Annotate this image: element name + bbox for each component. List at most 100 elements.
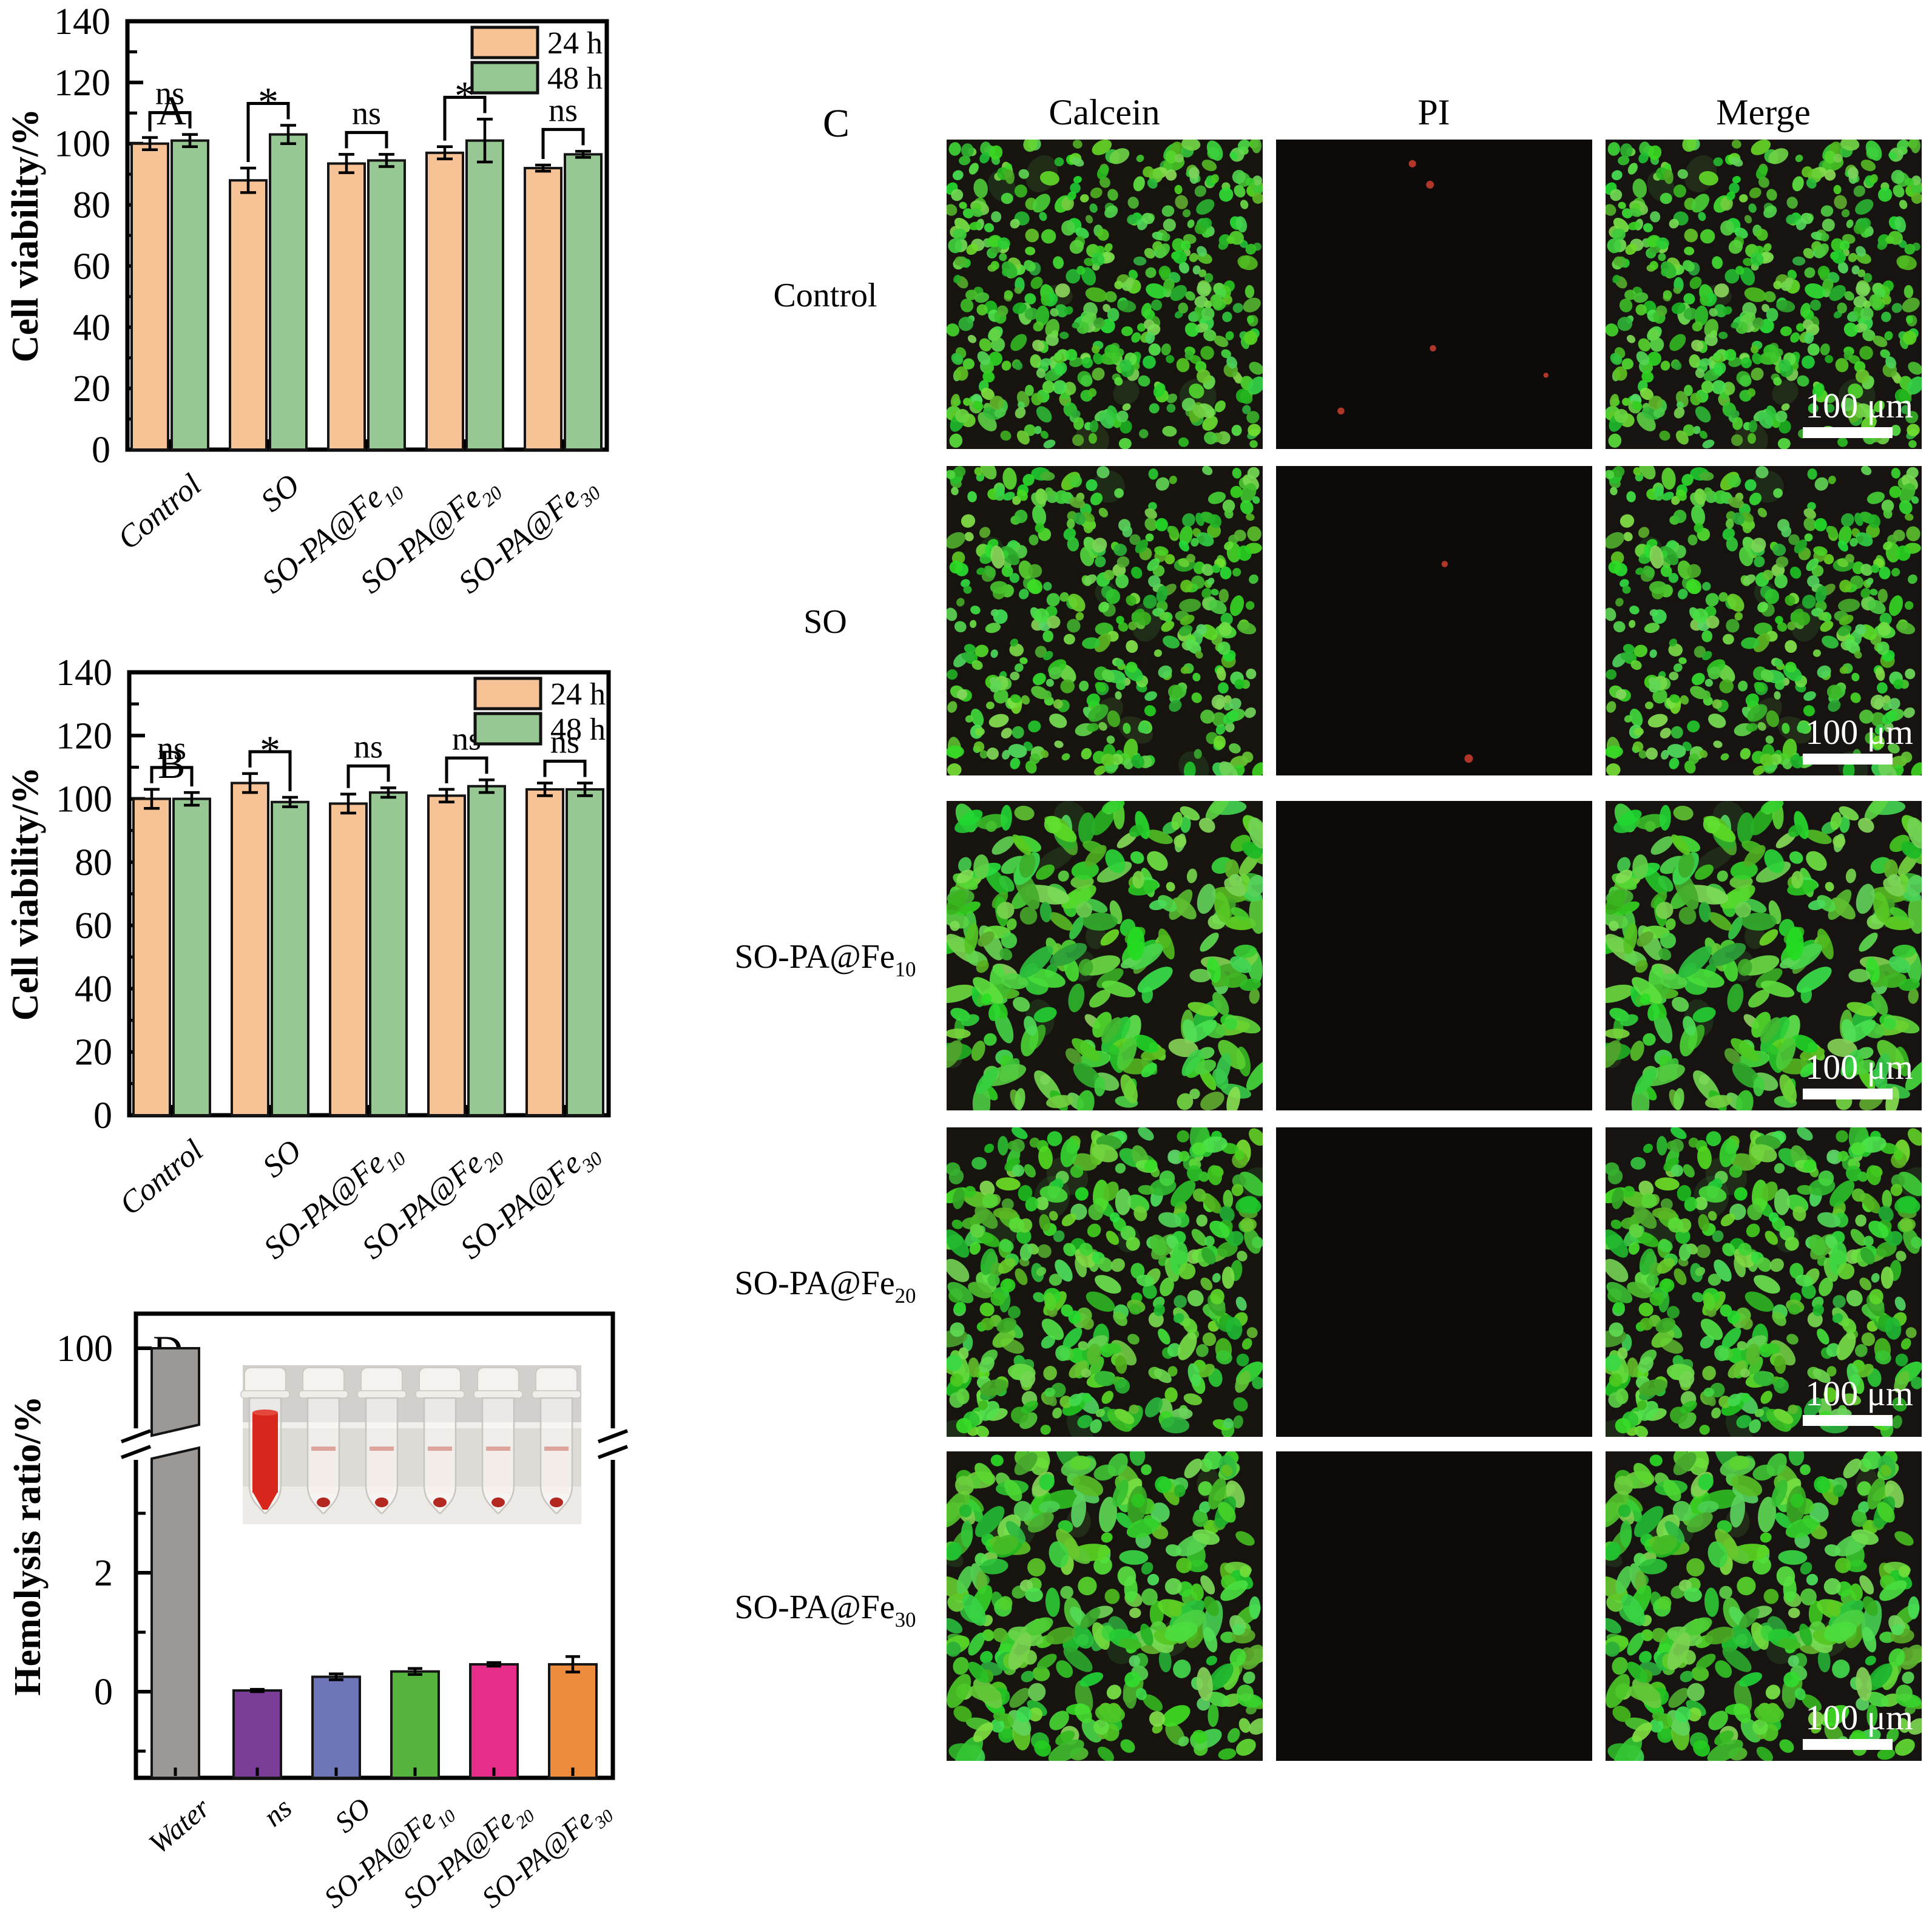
tube-0 (240, 1367, 290, 1514)
row-label-so: SO (803, 603, 847, 641)
micrograph-background (1276, 1451, 1592, 1761)
significance-label: ns (550, 724, 579, 760)
tube-liquid (486, 1449, 510, 1494)
y-tick-label: 100 (54, 124, 110, 165)
micrograph-background (1276, 466, 1592, 775)
tube-2 (357, 1367, 407, 1514)
tube-pellet (550, 1498, 563, 1507)
y-axis-label: Cell viability/% (5, 767, 46, 1021)
y-tick-label: 40 (75, 968, 112, 1010)
tube-4 (473, 1367, 523, 1514)
micrograph-merge-control (1606, 140, 1922, 449)
bar-water (150, 1446, 200, 1779)
micrograph-merge-so (1606, 466, 1922, 775)
y-tick-label: 80 (73, 185, 110, 226)
photo-bench (243, 1487, 581, 1524)
bar-so-pa@fe30 (548, 1663, 598, 1779)
tube-cap-collar (473, 1390, 523, 1399)
bar-48h-so-pa@fe10 (369, 791, 408, 1116)
y-tick-label: 80 (75, 842, 112, 883)
y-tick-label: 60 (75, 905, 112, 947)
bar-24h-so-pa@fe30 (524, 167, 562, 451)
y-axis-label: Cell viability/% (5, 109, 46, 363)
micrograph-calcein-sopafe20 (947, 1127, 1263, 1437)
axis-break-mark (120, 1445, 152, 1459)
tube-liquid (370, 1449, 394, 1494)
row-label-so-pa-fe30: SO-PA@Fe30 (735, 1589, 916, 1632)
tube-cap-collar (240, 1390, 290, 1399)
tube-pellet (317, 1498, 330, 1507)
y-tick-label: 0 (93, 1095, 112, 1136)
tube-meniscus (486, 1447, 510, 1451)
bar-24h-so-pa@fe20 (425, 151, 464, 451)
row-label-control: Control (773, 277, 877, 314)
tube-cap-collar (532, 1390, 581, 1399)
tube-3 (415, 1367, 465, 1514)
scale-bar-sopafe20: 100 μm (1803, 1374, 1913, 1426)
significance-label: * (260, 727, 280, 773)
scale-bar (1803, 754, 1893, 765)
bar-24h-so-pa@fe20 (427, 794, 466, 1117)
scale-bar-so: 100 μm (1803, 712, 1913, 765)
legend-swatch (470, 25, 539, 59)
scale-bar (1803, 1739, 1893, 1750)
column-header-calcein: Calcein (1049, 92, 1160, 132)
tube-cap-collar (415, 1390, 465, 1399)
row-label-so-pa-fe20: SO-PA@Fe20 (735, 1265, 916, 1308)
axis-break-mark (597, 1445, 629, 1459)
pi-dot (1464, 754, 1473, 763)
tube-cap-collar (357, 1390, 407, 1399)
bar-so-pa@fe20 (469, 1663, 519, 1779)
tube-meniscus (252, 1410, 278, 1416)
tube-1 (299, 1367, 348, 1514)
bar-24h-so-pa@fe10 (329, 802, 368, 1116)
bar-24h-control (130, 142, 169, 451)
tube-meniscus (370, 1447, 394, 1451)
hemolysis-tubes-photo (240, 1365, 581, 1524)
column-header-merge: Merge (1716, 92, 1811, 132)
significance-label: ns (157, 730, 186, 766)
panel-letter: A (157, 87, 186, 133)
panel-letter: B (158, 741, 185, 787)
y-tick-label: 120 (56, 715, 112, 757)
y-tick-label: 20 (75, 1032, 112, 1073)
y-tick-label: 2 (94, 1553, 113, 1594)
significance-bracket (150, 766, 194, 787)
pi-dot (1337, 407, 1345, 415)
bar-48h-so (269, 133, 308, 451)
tube-meniscus (428, 1447, 452, 1451)
significance-label: ns (352, 95, 381, 131)
row-label-so-pa-fe10: SO-PA@Fe10 (735, 938, 916, 981)
micrograph-grid: 100 μm 100 μm 100 μm 100 μm 100 μm (947, 140, 1922, 1761)
y-tick-label: 60 (73, 246, 110, 287)
tube-cap-collar (299, 1390, 348, 1399)
bar-24h-so-pa@fe10 (327, 162, 366, 451)
micrograph-calcein-control (947, 140, 1263, 449)
pi-dot (1441, 561, 1448, 567)
significance-bracket (443, 95, 487, 141)
micrograph-pi-so (1276, 466, 1592, 775)
bar-48h-control (171, 139, 209, 451)
photo-rack (243, 1365, 581, 1423)
micrograph-background (1276, 801, 1592, 1110)
bar-48h-so-pa@fe30 (564, 153, 603, 451)
tube-blood-tip (252, 1491, 278, 1510)
micrograph-merge-sopafe10 (1606, 801, 1922, 1110)
significance-bracket (148, 111, 192, 132)
tube-meniscus (311, 1447, 336, 1451)
scale-bar-label: 100 μm (1805, 1047, 1913, 1087)
legend-label: 48 h (550, 712, 606, 747)
micrograph-pi-sopafe30 (1276, 1451, 1592, 1761)
y-tick-label: 0 (92, 430, 110, 471)
column-header-pi: PI (1417, 92, 1450, 132)
bar-48h-so-pa@fe10 (367, 159, 406, 451)
bar-24h-control (132, 797, 171, 1116)
bar-ns (232, 1689, 282, 1780)
bar-48h-so-pa@fe20 (467, 785, 506, 1116)
legend-label: 48 h (547, 61, 603, 96)
significance-bracket (246, 101, 290, 163)
tube-pellet (375, 1498, 388, 1507)
